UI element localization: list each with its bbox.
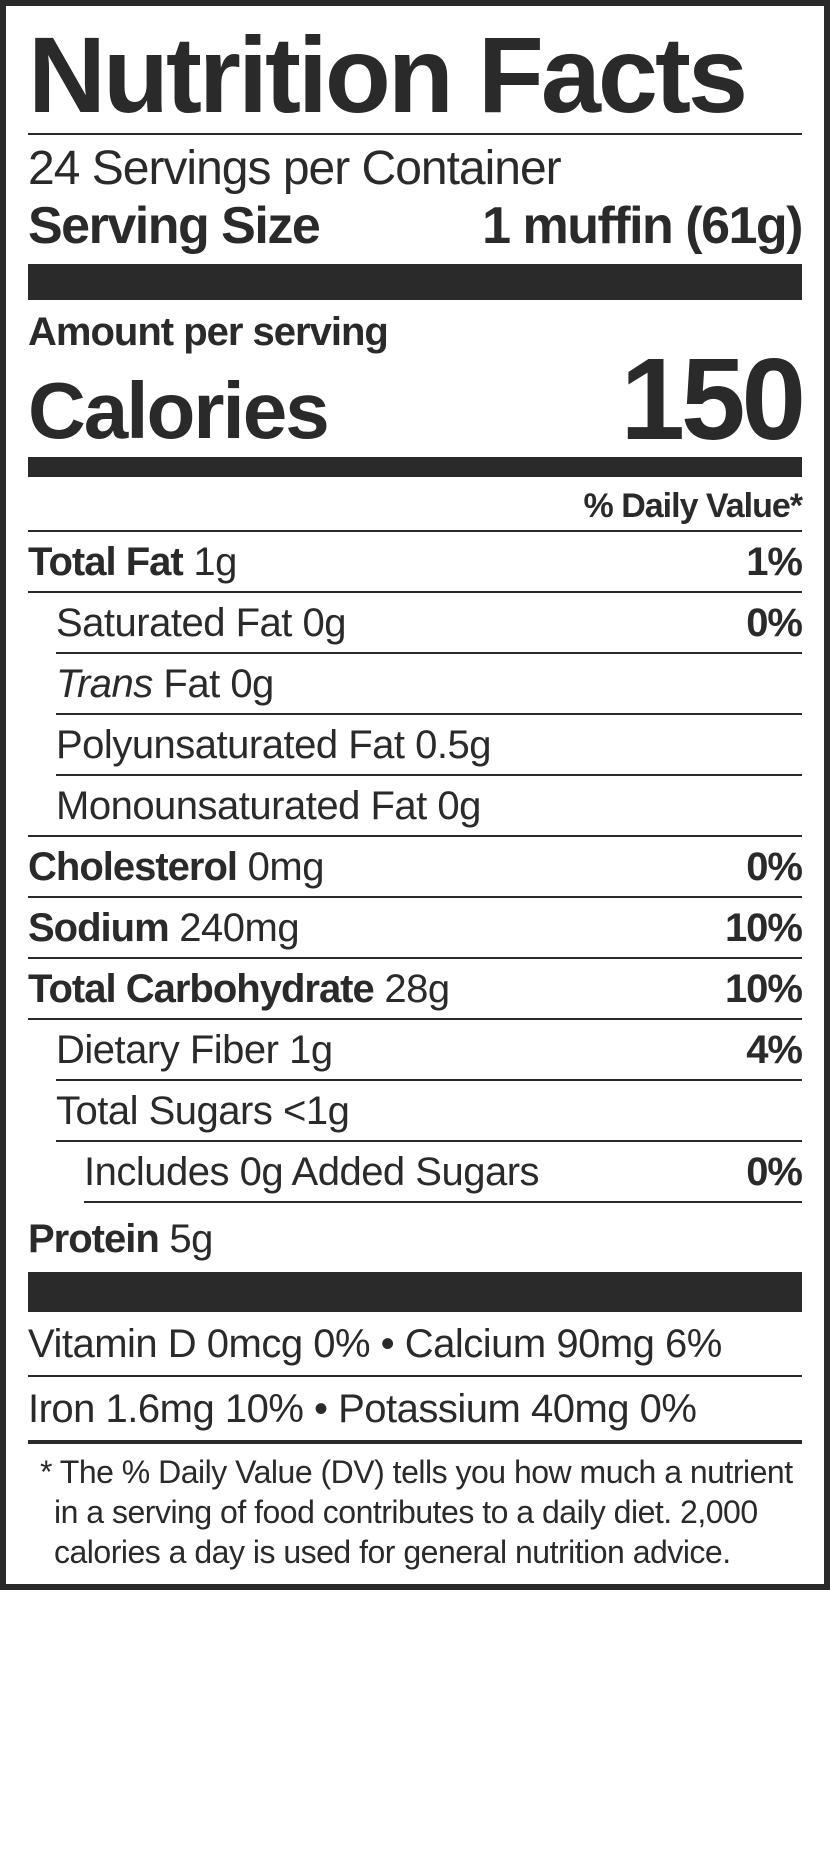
sat-fat-label: Saturated Fat (56, 601, 292, 645)
serving-size-label: Serving Size (28, 196, 319, 256)
row-fiber: Dietary Fiber 1g 4% (28, 1020, 802, 1081)
vitamins-row-2: Iron 1.6mg 10% • Potassium 40mg 0% (28, 1377, 802, 1444)
serving-size-row: Serving Size 1 muffin (61g) (28, 196, 802, 256)
total-fat-amount: 1g (193, 540, 237, 584)
sodium-label: Sodium (28, 906, 169, 950)
trans-fat-italic: Trans (56, 662, 153, 706)
sat-fat-amount: 0g (303, 601, 347, 645)
calorie-value: 150 (620, 347, 802, 451)
sat-fat-dv: 0% (746, 601, 802, 646)
row-poly-fat: Polyunsaturated Fat 0.5g (28, 715, 802, 776)
total-carb-amount: 28g (384, 967, 449, 1011)
total-sugars-label: Total Sugars (56, 1089, 272, 1133)
trans-fat-amount: 0g (230, 662, 274, 706)
row-sat-fat: Saturated Fat 0g 0% (28, 593, 802, 654)
row-total-carb: Total Carbohydrate 28g 10% (28, 959, 802, 1020)
footnote: * The % Daily Value (DV) tells you how m… (28, 1452, 802, 1572)
row-added-sugars: Includes 0g Added Sugars 0% (28, 1142, 802, 1209)
added-sugars-prefix: Includes (84, 1150, 229, 1194)
thick-bar (28, 264, 802, 300)
panel-title: Nutrition Facts (28, 24, 802, 127)
row-total-sugars: Total Sugars <1g (28, 1081, 802, 1142)
total-carb-label: Total Carbohydrate (28, 967, 374, 1011)
fiber-amount: 1g (289, 1028, 333, 1072)
fiber-dv: 4% (746, 1028, 802, 1073)
calorie-row: Calories 150 (28, 347, 802, 451)
servings-per-container: 24 Servings per Container (28, 141, 802, 196)
sodium-dv: 10% (725, 906, 802, 951)
added-sugars-amount: 0g (240, 1150, 284, 1194)
total-carb-dv: 10% (725, 967, 802, 1012)
cholesterol-amount: 0mg (248, 845, 324, 889)
sodium-amount: 240mg (179, 906, 299, 950)
daily-value-header: % Daily Value* (28, 487, 802, 532)
cholesterol-label: Cholesterol (28, 845, 237, 889)
trans-fat-rest: Fat (153, 662, 220, 706)
vitamins-row-1: Vitamin D 0mcg 0% • Calcium 90mg 6% (28, 1312, 802, 1377)
row-protein: Protein 5g (28, 1209, 802, 1268)
calorie-label: Calories (28, 371, 328, 451)
total-fat-label: Total Fat (28, 540, 183, 584)
row-mono-fat: Monounsaturated Fat 0g (28, 776, 802, 837)
row-trans-fat: Trans Fat 0g (28, 654, 802, 715)
row-cholesterol: Cholesterol 0mg 0% (28, 837, 802, 898)
total-sugars-amount: <1g (283, 1089, 349, 1133)
protein-amount: 5g (169, 1217, 213, 1261)
mono-fat-label: Monounsaturated Fat (56, 784, 427, 828)
added-sugars-suffix: Added Sugars (292, 1150, 540, 1194)
protein-label: Protein (28, 1217, 159, 1261)
mono-fat-amount: 0g (437, 784, 481, 828)
poly-fat-label: Polyunsaturated Fat (56, 723, 405, 767)
total-fat-dv: 1% (746, 540, 802, 585)
thick-bar-2 (28, 1272, 802, 1312)
cholesterol-dv: 0% (746, 845, 802, 890)
serving-size-value: 1 muffin (61g) (482, 196, 802, 256)
added-sugars-dv: 0% (746, 1150, 802, 1195)
row-total-fat: Total Fat 1g 1% (28, 532, 802, 593)
row-sodium: Sodium 240mg 10% (28, 898, 802, 959)
fiber-label: Dietary Fiber (56, 1028, 278, 1072)
nutrition-facts-panel: Nutrition Facts 24 Servings per Containe… (0, 0, 830, 1590)
poly-fat-amount: 0.5g (415, 723, 491, 767)
